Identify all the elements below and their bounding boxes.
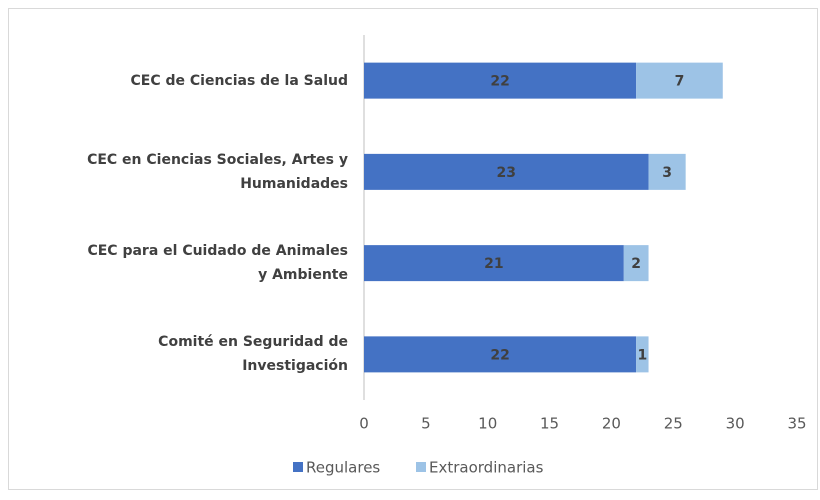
x-tick-label: 35 <box>787 415 806 433</box>
bar-segment <box>364 336 637 373</box>
x-tick-label: 10 <box>478 415 497 433</box>
data-label: 7 <box>675 74 685 90</box>
category-label: CEC de Ciencias de la Salud <box>130 72 349 89</box>
x-tick-label: 15 <box>540 415 559 433</box>
x-tick-label: 20 <box>602 415 621 433</box>
data-label: 21 <box>484 256 503 272</box>
bar-segment <box>623 245 649 282</box>
legend-swatch <box>416 462 426 472</box>
category-label: Comité en Seguridad de Investigación <box>158 334 348 375</box>
legend-label: Extraordinarias <box>429 459 544 477</box>
x-tick-label: 25 <box>664 415 683 433</box>
data-label: 2 <box>631 256 641 272</box>
x-tick-label: 5 <box>421 415 431 433</box>
data-label: 3 <box>662 165 672 181</box>
data-label: 23 <box>497 165 516 181</box>
bar-segment <box>364 245 624 282</box>
x-tick-label: 30 <box>726 415 745 433</box>
bar-segment <box>636 62 723 99</box>
category-label: CEC para el Cuidado de Animales y Ambien… <box>87 243 348 284</box>
data-label: 1 <box>637 347 647 363</box>
x-tick-label: 0 <box>359 415 369 433</box>
legend-swatch <box>293 462 303 472</box>
bar-segment <box>364 153 649 190</box>
bar-segment <box>364 62 637 99</box>
bar-segment <box>648 153 686 190</box>
bar-segment <box>636 336 649 373</box>
data-label: 22 <box>490 347 509 363</box>
category-label: CEC en Ciencias Sociales, Artes y Humani… <box>87 151 348 192</box>
data-label: 22 <box>490 74 509 90</box>
legend-label: Regulares <box>306 459 380 477</box>
